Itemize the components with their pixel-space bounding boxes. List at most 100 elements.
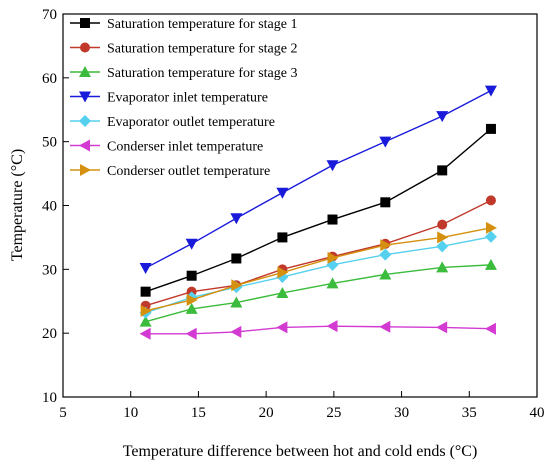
data-point: [230, 325, 242, 338]
legend-marker: [80, 42, 90, 53]
y-axis-title: Temperature (°C): [9, 149, 26, 261]
series-line: [145, 199, 492, 307]
data-point: [380, 239, 392, 252]
data-point: [276, 187, 289, 199]
data-point: [139, 327, 151, 340]
data-point: [277, 232, 288, 243]
y-tick-label: 30: [42, 262, 57, 278]
series-line: [145, 236, 492, 314]
data-point: [326, 277, 339, 289]
data-point: [139, 263, 152, 275]
data-point: [326, 160, 339, 172]
series-2: [140, 195, 496, 311]
x-tick-label: 10: [123, 405, 138, 421]
series-line: [145, 325, 491, 335]
data-point: [379, 268, 392, 280]
legend-label: Saturation temperature for stage 3: [107, 66, 297, 81]
series-4: [139, 85, 497, 275]
series-line: [145, 264, 491, 323]
data-point: [140, 286, 151, 297]
data-point: [276, 321, 288, 334]
x-tick-label: 20: [259, 405, 274, 421]
data-point: [380, 197, 391, 208]
x-tick-label: 35: [462, 405, 477, 421]
data-point: [485, 123, 496, 134]
data-point: [485, 221, 497, 234]
data-point: [277, 266, 289, 279]
legend-item: Evaporator inlet temperature: [70, 91, 268, 106]
data-point: [379, 248, 392, 261]
data-point: [436, 261, 449, 273]
data-point: [185, 327, 197, 340]
y-tick-label: 60: [42, 71, 57, 87]
legend-marker: [79, 91, 91, 103]
data-point: [484, 258, 497, 270]
data-point: [185, 238, 198, 250]
data-point: [186, 270, 197, 281]
data-point: [230, 213, 243, 225]
data-point: [437, 165, 448, 176]
legend-item: Saturation temperature for stage 1: [70, 17, 297, 32]
x-tick-label: 40: [530, 405, 545, 421]
data-point: [276, 286, 289, 298]
legend-marker: [79, 115, 91, 127]
data-point: [327, 251, 339, 264]
data-point: [326, 320, 338, 333]
legend-label: Conderser outlet temperature: [107, 164, 270, 179]
y-tick-label: 50: [42, 135, 57, 151]
series-layer: [139, 85, 497, 340]
data-point: [327, 214, 338, 225]
legend-marker: [80, 18, 90, 28]
data-point: [139, 315, 152, 327]
series-line: [145, 128, 492, 293]
y-tick-label: 20: [42, 326, 57, 342]
series-line: [145, 89, 492, 269]
series-7: [140, 221, 497, 317]
data-point: [436, 321, 448, 334]
legend-item: Conderser outlet temperature: [70, 164, 270, 179]
series-1: [140, 123, 496, 297]
data-point: [231, 279, 243, 292]
legend-label: Saturation temperature for stage 2: [107, 42, 297, 57]
x-tick-label: 15: [191, 405, 206, 421]
legend-marker: [79, 66, 91, 77]
legend-marker: [79, 139, 90, 152]
legend-item: Conderser inlet temperature: [70, 139, 263, 155]
legend-item: Evaporator outlet temperature: [70, 115, 275, 130]
series-6: [139, 320, 496, 340]
data-point: [484, 85, 497, 97]
legend-label: Evaporator inlet temperature: [107, 91, 268, 106]
legend-marker: [80, 164, 91, 176]
legend-item: Saturation temperature for stage 3: [70, 66, 297, 81]
x-tick-label: 30: [394, 405, 409, 421]
legend-label: Evaporator outlet temperature: [107, 115, 275, 130]
data-point: [437, 231, 449, 244]
legend: Saturation temperature for stage 1 Satura…: [70, 17, 297, 179]
legend-label: Conderser inlet temperature: [107, 140, 263, 155]
data-point: [484, 230, 497, 243]
legend-label: Saturation temperature for stage 1: [107, 17, 297, 32]
data-point: [436, 240, 449, 253]
y-tick-label: 10: [42, 390, 57, 406]
y-tick-label: 70: [42, 7, 57, 23]
series-3: [139, 258, 497, 327]
y-tick-label: 40: [42, 199, 57, 215]
series-line: [145, 227, 492, 312]
x-tick-label: 25: [326, 405, 341, 421]
data-point: [230, 296, 243, 308]
data-point: [379, 320, 391, 333]
data-point: [484, 322, 496, 335]
data-point: [186, 293, 198, 306]
data-point: [140, 304, 152, 317]
data-point: [231, 253, 242, 264]
x-tick-label: 5: [59, 405, 67, 421]
data-point: [485, 195, 496, 206]
data-point: [436, 111, 449, 123]
legend-item: Saturation temperature for stage 2: [70, 42, 297, 57]
data-point: [185, 302, 198, 314]
data-point: [379, 136, 392, 148]
x-axis-title: Temperature difference between hot and c…: [123, 443, 478, 460]
data-point: [437, 219, 448, 230]
